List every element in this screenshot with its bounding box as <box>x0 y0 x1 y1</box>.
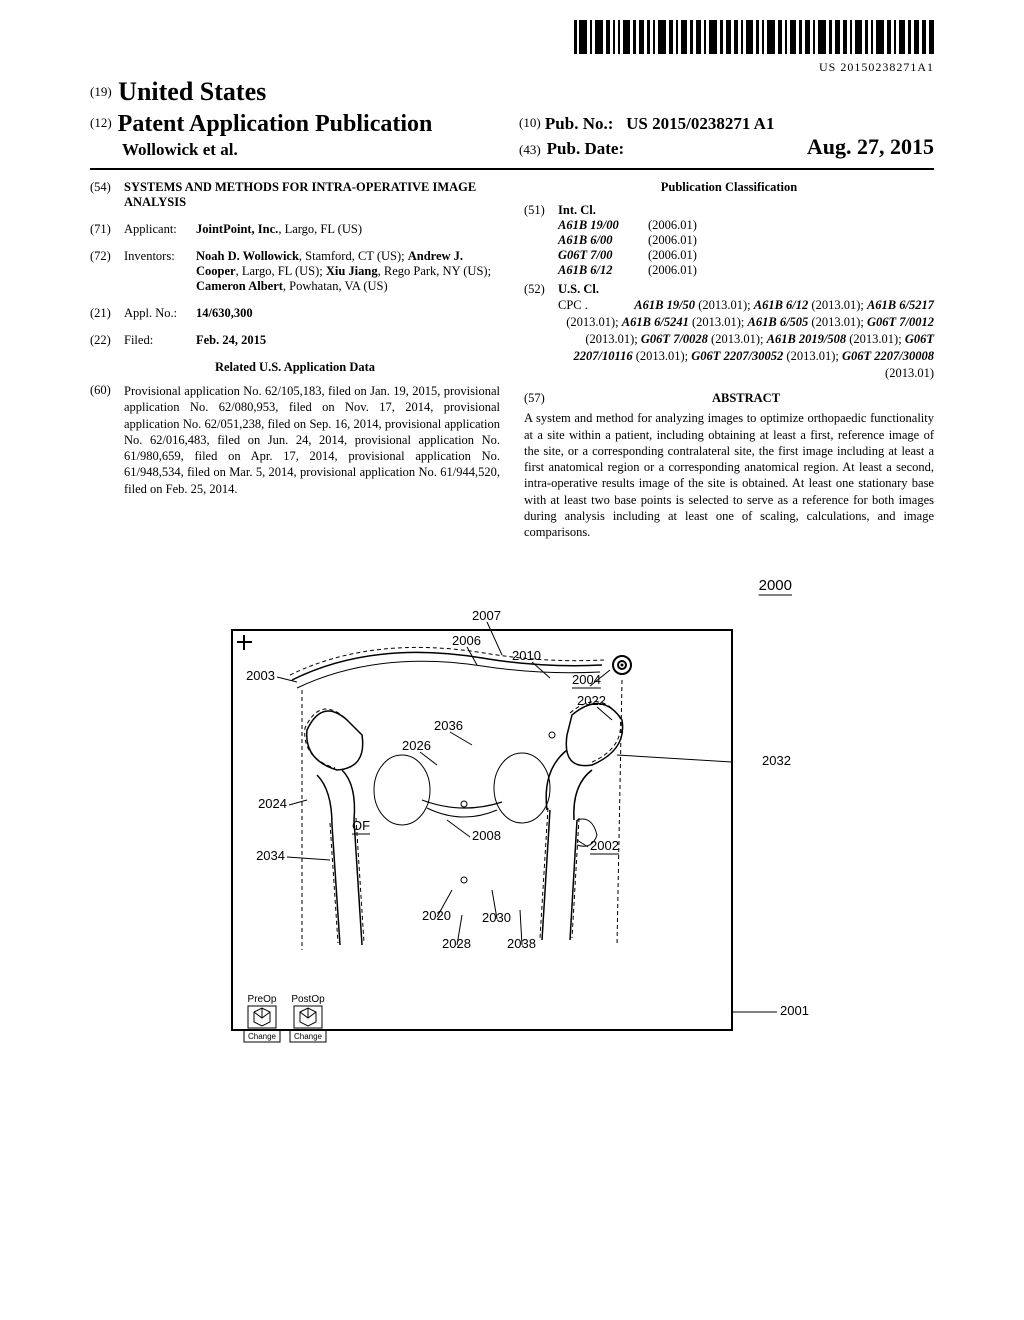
applicant-value: JointPoint, Inc., Largo, FL (US) <box>196 222 500 237</box>
related-heading: Related U.S. Application Data <box>90 360 500 375</box>
intcl-item-code: A61B 6/12 <box>558 263 648 278</box>
pub-date-label: Pub. Date: <box>547 139 624 159</box>
svg-text:2020: 2020 <box>422 908 451 923</box>
abstract-block: (57) ABSTRACT A system and method for an… <box>524 391 934 540</box>
pub-no-label: Pub. No.: <box>545 114 613 133</box>
related-text: Provisional application No. 62/105,183, … <box>124 383 500 497</box>
intcl-item-year: (2006.01) <box>648 218 728 233</box>
intcl-item-year: (2006.01) <box>648 248 728 263</box>
svg-text:2034: 2034 <box>256 848 285 863</box>
intcl-item: G06T 7/00(2006.01) <box>558 248 934 263</box>
publication-type-line: (12) Patent Application Publication <box>90 111 505 138</box>
applicant-field: (71) Applicant: JointPoint, Inc., Largo,… <box>90 222 500 237</box>
inventors-field: (72) Inventors: Noah D. Wollowick, Stamf… <box>90 249 500 294</box>
title-value: SYSTEMS AND METHODS FOR INTRA-OPERATIVE … <box>124 180 500 210</box>
uscl-code: (52) <box>524 282 558 297</box>
svg-text:2007: 2007 <box>472 608 501 623</box>
pub-no-line: (10) Pub. No.: US 2015/0238271 A1 <box>519 114 934 134</box>
svg-text:Change: Change <box>248 1032 277 1041</box>
pub-type-code: (12) <box>90 115 112 130</box>
right-column: Publication Classification (51) Int. Cl.… <box>524 180 934 540</box>
abstract-text: A system and method for analyzing images… <box>524 410 934 540</box>
inventors-value: Noah D. Wollowick, Stamford, CT (US); An… <box>196 249 500 294</box>
abstract-code: (57) <box>524 391 558 406</box>
svg-text:2028: 2028 <box>442 936 471 951</box>
patent-figure: 2000 OF 2007 2006 2010 2004 2022 2003 20362026 20… <box>172 570 852 1090</box>
related-code: (60) <box>90 383 124 497</box>
intcl-item-year: (2006.01) <box>648 263 728 278</box>
applno-label: Appl. No.: <box>124 306 196 321</box>
abstract-title: ABSTRACT <box>558 391 934 406</box>
pub-no-value: US 2015/0238271 A1 <box>626 114 774 133</box>
figure-region: 2000 OF 2007 2006 2010 2004 2022 2003 20362026 20… <box>90 570 934 1090</box>
intcl-item-year: (2006.01) <box>648 233 728 248</box>
intcl-label: Int. Cl. <box>558 203 934 218</box>
intcl-item: A61B 6/12(2006.01) <box>558 263 934 278</box>
svg-text:2006: 2006 <box>452 633 481 648</box>
applicant-label: Applicant: <box>124 222 196 237</box>
svg-text:2002: 2002 <box>590 838 619 853</box>
title-code: (54) <box>90 180 124 210</box>
intcl-row: (51) Int. Cl. <box>524 203 934 218</box>
svg-text:PostOp: PostOp <box>291 994 325 1005</box>
country-name: United States <box>118 77 266 106</box>
inventors-code: (72) <box>90 249 124 294</box>
applno-code: (21) <box>90 306 124 321</box>
intcl-item: A61B 19/00(2006.01) <box>558 218 934 233</box>
intcl-item-code: A61B 6/00 <box>558 233 648 248</box>
svg-text:PreOp: PreOp <box>248 994 277 1005</box>
pub-no-code: (10) <box>519 115 541 130</box>
applno-value: 14/630,300 <box>196 306 500 321</box>
svg-text:2022: 2022 <box>577 693 606 708</box>
uscl-label: U.S. Cl. <box>558 282 934 297</box>
intcl-list: A61B 19/00(2006.01)A61B 6/00(2006.01)G06… <box>558 218 934 278</box>
related-field: (60) Provisional application No. 62/105,… <box>90 383 500 497</box>
applicant-code: (71) <box>90 222 124 237</box>
cpc-body: A61B 19/50 (2013.01); A61B 6/12 (2013.01… <box>566 298 934 380</box>
inventors-label: Inventors: <box>124 249 196 294</box>
svg-text:2004: 2004 <box>572 672 601 687</box>
applno-field: (21) Appl. No.: 14/630,300 <box>90 306 500 321</box>
barcode-graphic <box>574 20 934 54</box>
intcl-code: (51) <box>524 203 558 218</box>
svg-text:2000: 2000 <box>759 577 792 594</box>
title-field: (54) SYSTEMS AND METHODS FOR INTRA-OPERA… <box>90 180 500 210</box>
svg-text:2010: 2010 <box>512 648 541 663</box>
pub-date-line: (43) Pub. Date: Aug. 27, 2015 <box>519 134 934 160</box>
barcode-text: US 20150238271A1 <box>574 60 934 75</box>
svg-text:OF: OF <box>352 818 370 833</box>
filed-code: (22) <box>90 333 124 348</box>
svg-text:2003: 2003 <box>246 668 275 683</box>
pub-date-value: Aug. 27, 2015 <box>807 134 934 160</box>
uscl-row: (52) U.S. Cl. <box>524 282 934 297</box>
classification-heading: Publication Classification <box>524 180 934 195</box>
barcode-region: US 20150238271A1 <box>90 20 934 75</box>
svg-text:2026: 2026 <box>402 738 431 753</box>
country-code: (19) <box>90 84 112 99</box>
filed-label: Filed: <box>124 333 196 348</box>
svg-text:2032: 2032 <box>762 753 791 768</box>
intcl-item: A61B 6/00(2006.01) <box>558 233 934 248</box>
filed-value: Feb. 24, 2015 <box>196 333 500 348</box>
country-line: (19) United States <box>90 77 505 107</box>
intcl-item-code: A61B 19/00 <box>558 218 648 233</box>
pub-type-text: Patent Application Publication <box>118 111 433 137</box>
filed-field: (22) Filed: Feb. 24, 2015 <box>90 333 500 348</box>
authors-short: Wollowick et al. <box>122 140 505 160</box>
svg-text:2024: 2024 <box>258 796 287 811</box>
svg-text:Change: Change <box>294 1032 323 1041</box>
svg-text:2001: 2001 <box>780 1003 809 1018</box>
intcl-item-code: G06T 7/00 <box>558 248 648 263</box>
cpc-text: CPC . A61B 19/50 (2013.01); A61B 6/12 (2… <box>558 297 934 381</box>
svg-text:2036: 2036 <box>434 718 463 733</box>
left-column: (54) SYSTEMS AND METHODS FOR INTRA-OPERA… <box>90 180 500 540</box>
svg-text:2008: 2008 <box>472 828 501 843</box>
pub-date-code: (43) <box>519 142 541 158</box>
cpc-prefix: CPC . <box>558 297 588 314</box>
